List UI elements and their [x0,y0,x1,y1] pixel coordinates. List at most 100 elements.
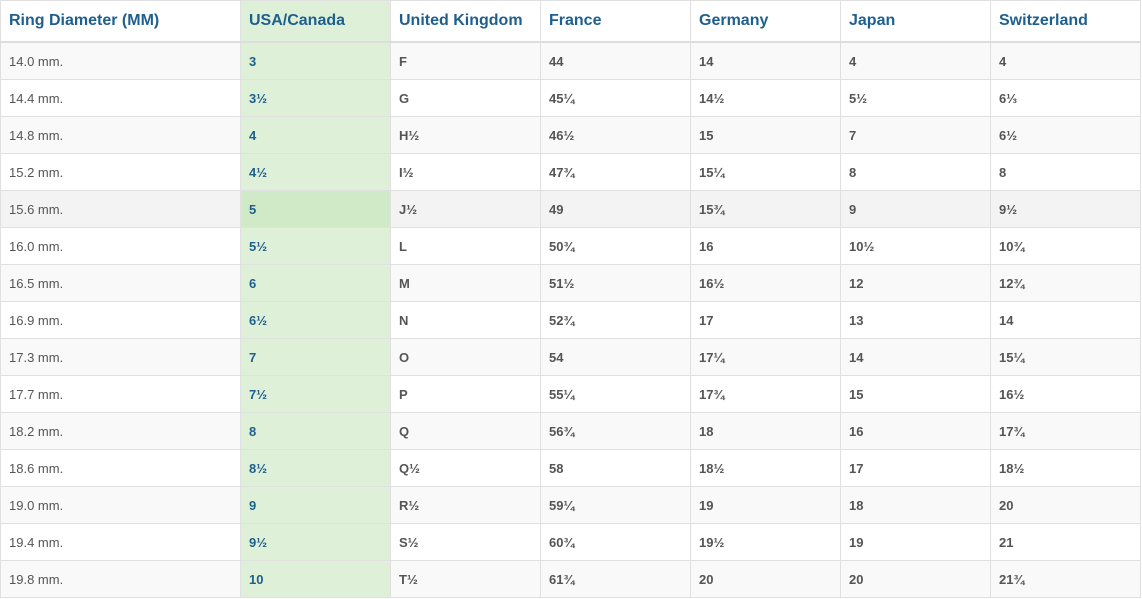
cell-switzerland: 14 [990,301,1141,339]
cell-switzerland: 6⅓ [990,79,1141,117]
cell-japan: 9 [840,190,991,228]
table-row: 15.6 mm. 5 J½ 49 15¾ 9 9½ [0,190,1141,228]
cell-japan: 5½ [840,79,991,117]
table-row: 16.5 mm. 6 M 51½ 16½ 12 12¾ [0,264,1141,302]
cell-japan: 15 [840,375,991,413]
column-header-switzerland: Switzerland [990,0,1141,43]
cell-diameter: 17.3 mm. [0,338,241,376]
cell-uk: Q½ [390,449,541,487]
cell-diameter: 15.2 mm. [0,153,241,191]
cell-switzerland: 6½ [990,116,1141,154]
cell-france: 61¾ [540,560,691,598]
cell-diameter: 19.0 mm. [0,486,241,524]
cell-germany: 19 [690,486,841,524]
table-row: 17.3 mm. 7 O 54 17¼ 14 15¼ [0,338,1141,376]
column-header-uk: United Kingdom [390,0,541,43]
cell-uk: F [390,41,541,80]
cell-usa-canada: 7 [240,338,391,376]
cell-japan: 20 [840,560,991,598]
cell-germany: 15¾ [690,190,841,228]
cell-usa-canada: 3 [240,41,391,80]
table-row: 18.2 mm. 8 Q 56¾ 18 16 17¾ [0,412,1141,450]
cell-switzerland: 17¾ [990,412,1141,450]
cell-france: 54 [540,338,691,376]
cell-uk: J½ [390,190,541,228]
cell-germany: 17¾ [690,375,841,413]
cell-usa-canada: 4 [240,116,391,154]
cell-japan: 7 [840,116,991,154]
column-header-diameter: Ring Diameter (MM) [0,0,241,43]
cell-usa-canada: 5 [240,190,391,228]
cell-germany: 20 [690,560,841,598]
cell-germany: 15 [690,116,841,154]
table-row: 19.0 mm. 9 R½ 59¼ 19 18 20 [0,486,1141,524]
cell-uk: O [390,338,541,376]
cell-france: 60¾ [540,523,691,561]
table-row: 19.8 mm. 10 T½ 61¾ 20 20 21¾ [0,560,1141,598]
column-header-usa-canada: USA/Canada [240,0,391,43]
cell-germany: 19½ [690,523,841,561]
table-row: 14.0 mm. 3 F 44 14 4 4 [0,41,1141,80]
cell-usa-canada: 7½ [240,375,391,413]
cell-germany: 17¼ [690,338,841,376]
cell-uk: M [390,264,541,302]
cell-japan: 12 [840,264,991,302]
cell-uk: Q [390,412,541,450]
cell-france: 46½ [540,116,691,154]
cell-usa-canada: 10 [240,560,391,598]
cell-diameter: 19.8 mm. [0,560,241,598]
cell-usa-canada: 8 [240,412,391,450]
cell-diameter: 14.8 mm. [0,116,241,154]
cell-switzerland: 4 [990,41,1141,80]
cell-switzerland: 21 [990,523,1141,561]
table-row: 14.8 mm. 4 H½ 46½ 15 7 6½ [0,116,1141,154]
table-row: 16.9 mm. 6½ N 52¾ 17 13 14 [0,301,1141,339]
cell-switzerland: 9½ [990,190,1141,228]
cell-france: 51½ [540,264,691,302]
cell-diameter: 17.7 mm. [0,375,241,413]
cell-usa-canada: 9 [240,486,391,524]
cell-switzerland: 12¾ [990,264,1141,302]
cell-switzerland: 21¾ [990,560,1141,598]
cell-diameter: 16.5 mm. [0,264,241,302]
cell-diameter: 18.2 mm. [0,412,241,450]
cell-uk: S½ [390,523,541,561]
cell-france: 59¼ [540,486,691,524]
cell-japan: 16 [840,412,991,450]
cell-uk: G [390,79,541,117]
cell-usa-canada: 9½ [240,523,391,561]
cell-france: 50¾ [540,227,691,265]
cell-uk: H½ [390,116,541,154]
cell-uk: L [390,227,541,265]
cell-switzerland: 16½ [990,375,1141,413]
cell-diameter: 14.4 mm. [0,79,241,117]
cell-france: 55¼ [540,375,691,413]
cell-germany: 15¼ [690,153,841,191]
header-row: Ring Diameter (MM) USA/Canada United Kingd… [0,0,1141,43]
cell-switzerland: 8 [990,153,1141,191]
cell-germany: 14½ [690,79,841,117]
cell-uk: I½ [390,153,541,191]
cell-japan: 10½ [840,227,991,265]
cell-france: 45¼ [540,79,691,117]
cell-usa-canada: 5½ [240,227,391,265]
cell-diameter: 15.6 mm. [0,190,241,228]
cell-diameter: 14.0 mm. [0,41,241,80]
cell-japan: 14 [840,338,991,376]
cell-japan: 4 [840,41,991,80]
table-row: 16.0 mm. 5½ L 50¾ 16 10½ 10¾ [0,227,1141,265]
cell-uk: R½ [390,486,541,524]
column-header-france: France [540,0,691,43]
cell-diameter: 16.0 mm. [0,227,241,265]
cell-switzerland: 18½ [990,449,1141,487]
cell-germany: 16½ [690,264,841,302]
table-row: 14.4 mm. 3½ G 45¼ 14½ 5½ 6⅓ [0,79,1141,117]
table-row: 18.6 mm. 8½ Q½ 58 18½ 17 18½ [0,449,1141,487]
cell-japan: 19 [840,523,991,561]
cell-usa-canada: 6 [240,264,391,302]
cell-germany: 18½ [690,449,841,487]
cell-uk: P [390,375,541,413]
table-row: 19.4 mm. 9½ S½ 60¾ 19½ 19 21 [0,523,1141,561]
cell-japan: 8 [840,153,991,191]
cell-usa-canada: 6½ [240,301,391,339]
